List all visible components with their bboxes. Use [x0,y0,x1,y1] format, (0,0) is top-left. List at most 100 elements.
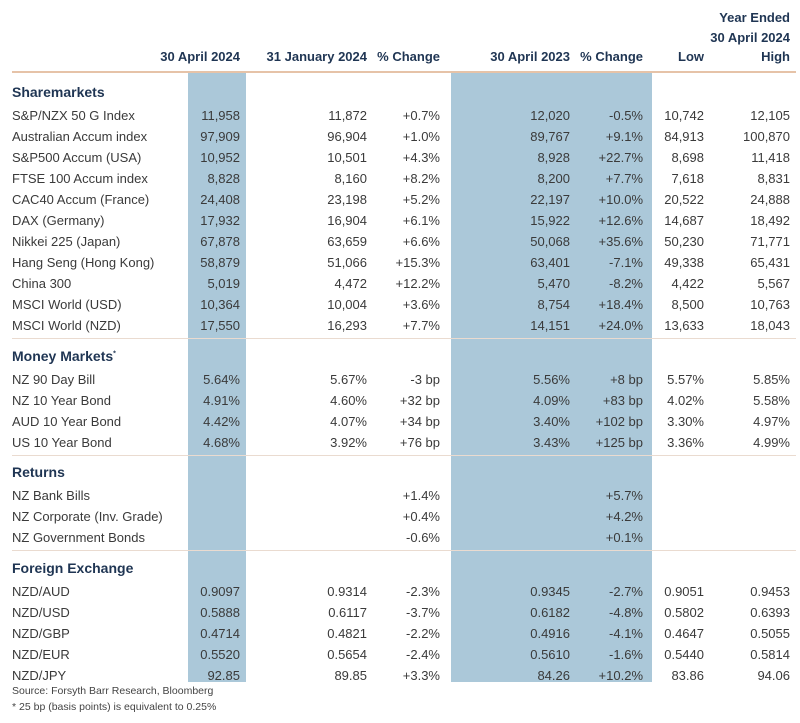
table-row: NZ Government Bonds -0.6% +0.1% [0,528,800,549]
cell-col-apr-2024: 4.68% [203,435,240,450]
row-label: NZ Government Bonds [12,530,145,545]
cell-col-change-1y: +22.7% [598,150,643,165]
cell-col-low: 84,913 [664,129,704,144]
header-col-change-1y: % Change [580,49,643,64]
cell-col-change-1y: +0.1% [605,530,643,545]
cell-col-jan-2024: 16,904 [327,213,367,228]
cell-col-apr-2023: 5,470 [537,276,570,291]
cell-col-apr-2023: 84.26 [537,668,570,683]
table-row: NZD/EUR 0.5520 0.5654 -2.4% 0.5610 -1.6% 0.544… [0,645,800,666]
cell-col-change-1y: -4.1% [609,626,643,641]
cell-col-jan-2024: 4,472 [334,276,367,291]
cell-col-change-1y: +4.2% [605,509,643,524]
cell-col-change-1y: -2.7% [609,584,643,599]
cell-col-apr-2024: 8,828 [207,171,240,186]
cell-col-low: 4.02% [667,393,704,408]
table-row: FTSE 100 Accum index 8,828 8,160 +8.2% 8,200… [0,169,800,190]
cell-col-change-1y: +7.7% [605,171,643,186]
cell-col-apr-2024: 0.4714 [200,626,240,641]
cell-col-high: 8,831 [757,171,790,186]
cell-col-change-3m: +15.3% [395,255,440,270]
cell-col-jan-2024: 4.60% [330,393,367,408]
cell-col-low: 8,500 [671,297,704,312]
footnote-marker: * [113,350,116,358]
cell-col-change-1y: +8 bp [610,372,643,387]
cell-col-low: 0.4647 [664,626,704,641]
cell-col-change-3m: +5.2% [402,192,440,207]
cell-col-low: 5.57% [667,372,704,387]
cell-col-high: 18,492 [750,213,790,228]
cell-col-change-3m: +7.7% [402,318,440,333]
cell-col-high: 0.5814 [750,647,790,662]
cell-col-high: 12,105 [750,108,790,123]
cell-col-apr-2023: 8,200 [537,171,570,186]
cell-col-low: 49,338 [664,255,704,270]
cell-col-apr-2023: 0.4916 [530,626,570,641]
cell-col-jan-2024: 4.07% [330,414,367,429]
cell-col-jan-2024: 51,066 [327,255,367,270]
row-label: S&P500 Accum (USA) [12,150,142,165]
cell-col-high: 0.6393 [750,605,790,620]
cell-col-apr-2023: 8,754 [537,297,570,312]
header-col-low: Low [678,49,704,64]
cell-col-change-3m: +0.4% [402,509,440,524]
header-col-high: High [761,49,790,64]
cell-col-apr-2024: 92.85 [207,668,240,683]
row-label: NZD/USD [12,605,70,620]
cell-col-jan-2024: 23,198 [327,192,367,207]
cell-col-apr-2023: 22,197 [530,192,570,207]
cell-col-jan-2024: 96,904 [327,129,367,144]
cell-col-change-1y: -0.5% [609,108,643,123]
row-label: MSCI World (NZD) [12,318,121,333]
cell-col-apr-2023: 89,767 [530,129,570,144]
cell-col-low: 20,522 [664,192,704,207]
highlight-column-apr-2023 [451,73,652,682]
row-label: NZD/GBP [12,626,70,641]
table-row: NZ Bank Bills +1.4% +5.7% [0,486,800,507]
row-label: Australian Accum index [12,129,148,144]
highlight-column-apr-2024 [188,73,246,682]
row-label: FTSE 100 Accum index [12,171,148,186]
cell-col-apr-2023: 3.40% [533,414,570,429]
row-label: NZD/AUD [12,584,70,599]
cell-col-apr-2023: 8,928 [537,150,570,165]
table-row: MSCI World (USD) 10,364 10,004 +3.6% 8,754 +1… [0,295,800,316]
cell-col-apr-2024: 4.42% [203,414,240,429]
cell-col-high: 4.97% [753,414,790,429]
row-label: NZ Bank Bills [12,488,91,503]
table-row: NZ Corporate (Inv. Grade) +0.4% +4.2% [0,507,800,528]
cell-col-change-3m: +76 bp [399,435,440,450]
row-label: NZD/JPY [12,668,67,683]
cell-col-low: 83.86 [671,668,704,683]
section-heading: Returns [12,464,65,480]
table-row: NZ 90 Day Bill 5.64% 5.67% -3 bp 5.56% +8 bp 5… [0,370,800,391]
cell-col-jan-2024: 10,501 [327,150,367,165]
cell-col-low: 0.9051 [664,584,704,599]
cell-col-jan-2024: 16,293 [327,318,367,333]
cell-col-change-3m: +6.6% [402,234,440,249]
cell-col-high: 18,043 [750,318,790,333]
cell-col-change-3m: +1.0% [402,129,440,144]
row-label: NZ 90 Day Bill [12,372,96,387]
table-row: NZ 10 Year Bond 4.91% 4.60% +32 bp 4.09% +83 … [0,391,800,412]
cell-col-change-1y: -4.8% [609,605,643,620]
table-row: DAX (Germany) 17,932 16,904 +6.1% 15,922 +12.… [0,211,800,232]
cell-col-apr-2024: 4.91% [203,393,240,408]
cell-col-high: 100,870 [743,129,790,144]
cell-col-change-1y: +24.0% [598,318,643,333]
cell-col-apr-2024: 10,364 [200,297,240,312]
cell-col-apr-2024: 0.9097 [200,584,240,599]
cell-col-apr-2023: 0.9345 [530,584,570,599]
row-label: DAX (Germany) [12,213,105,228]
cell-col-change-3m: -3.7% [406,605,440,620]
table-row: NZD/GBP 0.4714 0.4821 -2.2% 0.4916 -4.1% 0.464… [0,624,800,645]
cell-col-high: 0.5055 [750,626,790,641]
cell-col-apr-2023: 63,401 [530,255,570,270]
cell-col-apr-2023: 0.6182 [530,605,570,620]
cell-col-change-1y: +10.2% [598,668,643,683]
cell-col-change-1y: +35.6% [598,234,643,249]
row-label: NZ Corporate (Inv. Grade) [12,509,163,524]
table-row: NZD/AUD 0.9097 0.9314 -2.3% 0.9345 -2.7% 0.905… [0,582,800,603]
section-title: Foreign Exchange [12,560,134,576]
cell-col-high: 94.06 [757,668,790,683]
